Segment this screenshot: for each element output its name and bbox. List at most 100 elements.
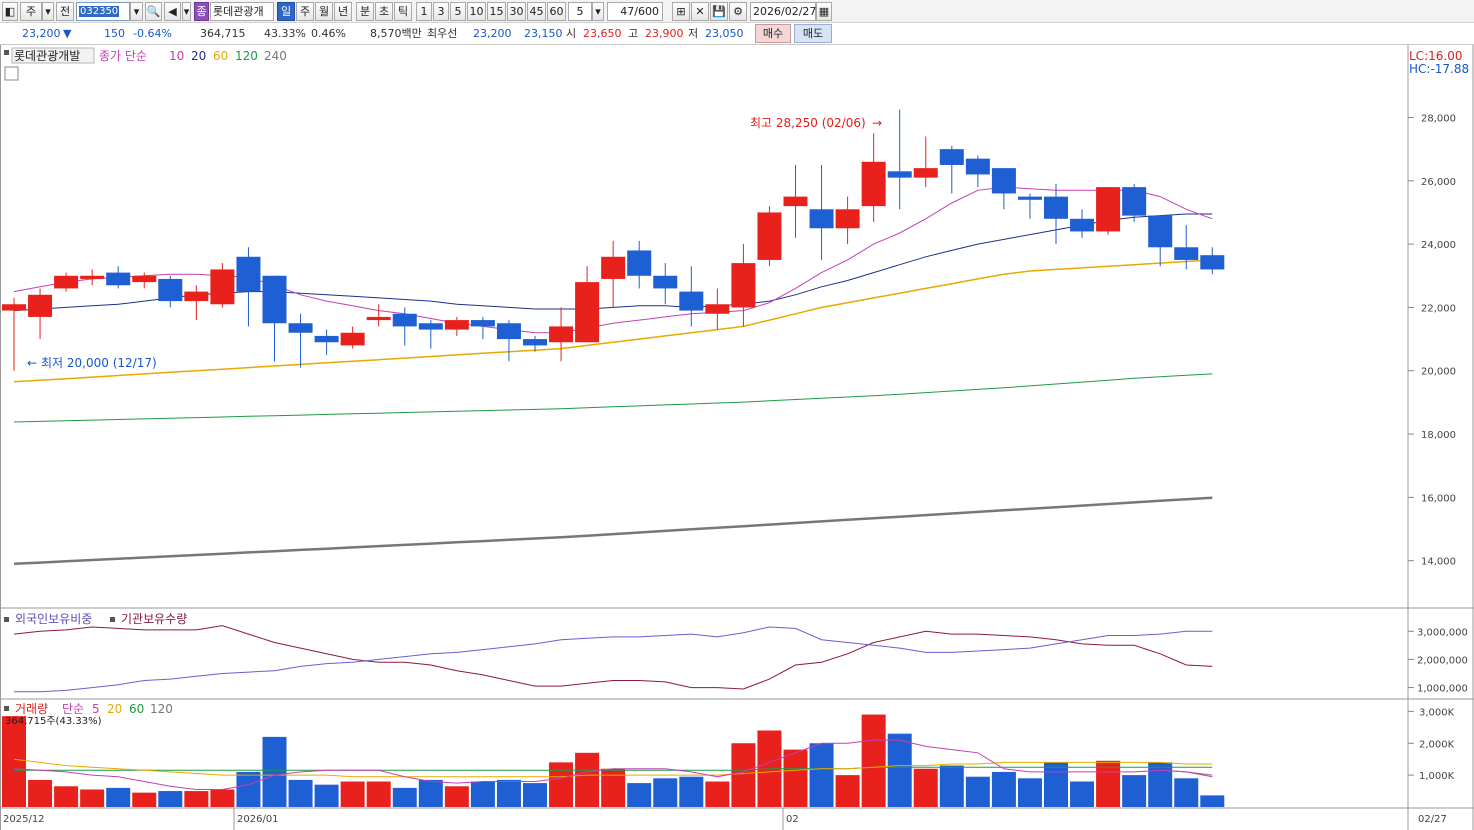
interval-input[interactable]: 5	[568, 2, 592, 21]
candle-body	[132, 275, 157, 283]
market-select[interactable]: 주	[20, 2, 42, 21]
interval-button-1[interactable]: 1	[416, 2, 432, 21]
candle-body	[340, 332, 365, 346]
volume-bar	[1200, 795, 1225, 807]
volume-bar	[965, 776, 990, 807]
interval-button-30[interactable]: 30	[507, 2, 526, 21]
tab-day[interactable]: 일	[277, 2, 295, 21]
volume-bar	[601, 768, 626, 807]
trade-amount: 8,570백만	[370, 27, 422, 40]
ma10-label: 10	[169, 49, 184, 63]
volume-bar	[887, 733, 912, 807]
volume-bar	[132, 792, 157, 807]
open-price: 23,650	[583, 27, 622, 40]
count-input[interactable]: 47/600	[607, 2, 663, 21]
volume-bar	[470, 781, 495, 807]
volume-bar	[1122, 775, 1147, 807]
tab-year[interactable]: 년	[334, 2, 352, 21]
tab-tick[interactable]: 틱	[394, 2, 412, 21]
interval-button-45[interactable]: 45	[527, 2, 546, 21]
calendar-icon[interactable]: ▦	[816, 2, 832, 21]
date-label-jan: 2026/01	[237, 814, 279, 825]
vol_ma60-line	[14, 766, 1213, 771]
volume-tick-label: 3,000K	[1419, 707, 1455, 718]
volume-panel-menu-icon[interactable]	[4, 706, 9, 711]
zoom-icon[interactable]: ⊞	[672, 2, 690, 21]
chart-toolbar: ◧ 주 ▾ 전 032350 ▾ 🔍 ◀ ▾ 종 롯데관광개 일 주 월 년 분…	[0, 0, 1474, 23]
volume-bar	[653, 778, 678, 807]
buy-button[interactable]: 매수	[755, 24, 791, 43]
volume-bar	[861, 714, 886, 807]
volume-bar	[106, 787, 131, 807]
sell-button[interactable]: 매도	[794, 24, 832, 43]
low-annotation: 최저 20,000 (12/17)	[41, 356, 157, 370]
candle-body	[366, 316, 391, 321]
interval-button-60[interactable]: 60	[547, 2, 566, 21]
vol_ma20-line	[13, 758, 1213, 778]
candle-body	[523, 339, 547, 346]
panel-menu-icon[interactable]	[4, 50, 9, 55]
tab-minute[interactable]: 분	[356, 2, 374, 21]
candle-body	[705, 304, 730, 314]
period-type-button[interactable]: 전	[56, 2, 74, 21]
foreign-ratio-line	[14, 626, 1213, 693]
high-annotation: 최고 28,250 (02/06)	[750, 116, 866, 130]
ma240-line	[13, 496, 1213, 566]
volume-bar	[1174, 778, 1199, 807]
stock-chart[interactable]: 롯데관광개발 종가 단순 10 20 60 120 240 LC:16.00 H…	[0, 45, 1474, 830]
interval-dropdown-icon[interactable]: ▾	[592, 2, 604, 21]
holding-panel-menu2-icon[interactable]	[110, 617, 115, 622]
market-dropdown-icon[interactable]: ▾	[42, 2, 54, 21]
price-tick-label: 16,000	[1421, 493, 1456, 504]
holding-panel-menu-icon[interactable]	[4, 617, 9, 622]
chart-tool-icon[interactable]	[4, 66, 19, 81]
volume-bar	[575, 752, 600, 807]
speaker-dropdown-icon[interactable]: ▾	[182, 2, 191, 21]
indicator-icon[interactable]: ✕	[691, 2, 709, 21]
interval-button-5[interactable]: 5	[450, 2, 466, 21]
code-dropdown-icon[interactable]: ▾	[130, 2, 143, 21]
price-tick-label: 18,000	[1421, 430, 1456, 441]
tab-week[interactable]: 주	[296, 2, 314, 21]
low-label: 저	[688, 27, 699, 40]
tab-month[interactable]: 월	[315, 2, 333, 21]
date-input[interactable]: 2026/02/27	[750, 2, 816, 21]
ma60-line	[13, 259, 1213, 383]
stock-code-input[interactable]: 032350	[76, 2, 130, 21]
volume-label: 거래량	[15, 702, 48, 716]
candle-body	[549, 326, 574, 343]
gear-icon[interactable]: ⚙	[729, 2, 747, 21]
search-icon[interactable]: 🔍	[145, 2, 162, 21]
vol-ma60-label: 60	[129, 702, 144, 716]
volume-bar	[2, 716, 26, 807]
interval-button-15[interactable]: 15	[487, 2, 506, 21]
interval-button-3[interactable]: 3	[433, 2, 449, 21]
volume-bar	[549, 762, 574, 807]
interval-button-10[interactable]: 10	[467, 2, 486, 21]
candle-body	[288, 323, 313, 333]
holding-tick-label: 2,000,000	[1417, 655, 1468, 666]
low-price: 23,050	[705, 27, 744, 40]
candle-body	[1096, 187, 1121, 232]
ma120-label: 120	[235, 49, 258, 63]
candle-body	[236, 256, 261, 292]
ma20-label: 20	[191, 49, 206, 63]
vol-ma20-label: 20	[107, 702, 122, 716]
candle-body	[262, 275, 287, 324]
candle-body	[1017, 196, 1042, 200]
speaker-icon[interactable]: ◀	[164, 2, 181, 21]
chart-type-icon[interactable]: ◧	[2, 2, 18, 21]
candle-body	[106, 272, 131, 286]
candle-body	[1122, 187, 1147, 216]
candle-body	[601, 256, 626, 279]
stock-name: 롯데관광개	[210, 2, 274, 21]
tab-second[interactable]: 초	[375, 2, 393, 21]
current-price: 23,200	[22, 27, 61, 40]
high-price: 23,900	[645, 27, 684, 40]
volume-bar	[288, 779, 313, 807]
volume-bar	[835, 775, 860, 807]
volume-bar	[731, 743, 756, 807]
save-icon[interactable]: 💾	[710, 2, 728, 21]
candle-body	[835, 209, 860, 229]
candle-body	[861, 161, 886, 207]
